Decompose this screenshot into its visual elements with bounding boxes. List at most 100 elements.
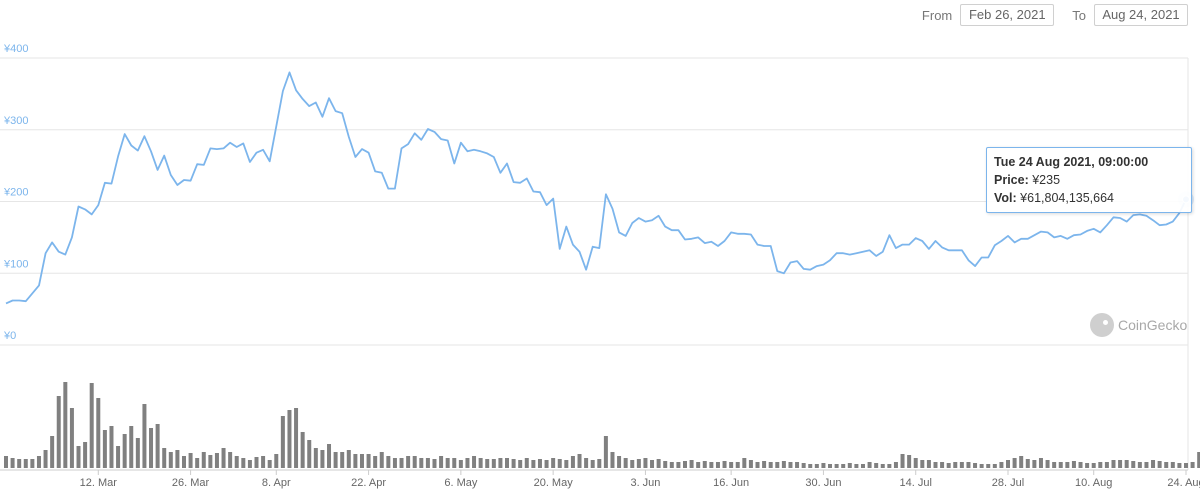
volume-bar [109, 426, 114, 468]
x-tick-label: 26. Mar [172, 477, 210, 489]
x-tick-label: 12. Mar [80, 477, 118, 489]
volume-bar [590, 460, 595, 468]
volume-bar [748, 460, 753, 468]
volume-bar [946, 463, 951, 468]
volume-bar [551, 458, 556, 468]
volume-bar [425, 458, 430, 468]
volume-bar [979, 464, 984, 468]
from-date-input[interactable]: Feb 26, 2021 [960, 4, 1055, 26]
volume-bar [860, 464, 865, 468]
volume-bar [907, 455, 912, 468]
volume-bar [1025, 459, 1030, 468]
x-tick-label: 22. Apr [351, 477, 386, 489]
volume-bar [597, 459, 602, 468]
volume-bar [43, 450, 48, 468]
volume-bar [702, 461, 707, 468]
volume-bar [208, 455, 213, 468]
volume-bar [650, 460, 655, 468]
volume-bar [893, 462, 898, 468]
x-tick-label: 14. Jul [900, 477, 932, 489]
x-tick-label: 10. Aug [1075, 477, 1112, 489]
volume-bar [340, 452, 345, 468]
x-tick-label: 3. Jun [630, 477, 660, 489]
volume-bar [142, 404, 147, 468]
volume-bar [887, 464, 892, 468]
volume-bar [485, 459, 490, 468]
volume-bar [50, 436, 55, 468]
volume-bar [1006, 460, 1011, 468]
volume-bar [162, 448, 167, 468]
volume-bar [280, 416, 285, 468]
x-axis-labels: 12. Mar 26. Mar 8. Apr 22. Apr 6. May 20. May… [80, 470, 1200, 489]
volume-bar [472, 456, 477, 468]
tooltip-vol-value: ¥61,804,135,664 [1020, 191, 1115, 205]
volume-bar [735, 462, 740, 468]
volume-bar [940, 462, 945, 468]
volume-bar [795, 462, 800, 468]
volume-bar [1190, 462, 1195, 468]
grid-lines [0, 57, 1189, 471]
volume-bar [201, 452, 206, 468]
volume-bar [933, 462, 938, 468]
y-tick-label: ¥400 [3, 43, 28, 55]
price-line [5, 71, 1187, 305]
tooltip-price-value: ¥235 [1032, 173, 1061, 187]
volume-bar [570, 456, 575, 468]
volume-bar [544, 460, 549, 468]
volume-bar [801, 463, 806, 468]
volume-bar [775, 462, 780, 468]
volume-bar [755, 462, 760, 468]
volume-bar [1197, 452, 1200, 468]
x-tick-label: 16. Jun [713, 477, 749, 489]
volume-bar [116, 446, 121, 468]
volume-bar [913, 458, 918, 468]
volume-bar [333, 452, 338, 468]
volume-bar [149, 428, 154, 468]
volume-bar [729, 462, 734, 468]
coingecko-watermark: CoinGecko [1090, 313, 1187, 337]
volume-bar [1052, 462, 1057, 468]
y-tick-label: ¥300 [3, 115, 28, 127]
volume-bar [247, 460, 252, 468]
volume-bar [478, 458, 483, 468]
x-tick-label: 24. Aug [1167, 477, 1200, 489]
volume-bar [181, 456, 186, 468]
volume-bar [557, 459, 562, 468]
volume-bar [1118, 460, 1123, 468]
volume-bar [1124, 460, 1129, 468]
volume-bar [926, 460, 931, 468]
volume-bar [577, 454, 582, 468]
volume-bar [83, 442, 88, 468]
volume-bar [155, 424, 160, 468]
y-tick-label: ¥0 [3, 330, 16, 342]
volume-bar [788, 462, 793, 468]
volume-bar [814, 464, 819, 468]
volume-bar [505, 458, 510, 468]
gecko-logo-icon [1090, 313, 1114, 337]
x-tick-label: 20. May [534, 477, 574, 489]
volume-bar [214, 453, 219, 468]
volume-bar [1144, 462, 1149, 468]
volume-bar [1177, 463, 1182, 468]
volume-bar [973, 463, 978, 468]
volume-bar [854, 464, 859, 468]
volume-bar [874, 463, 879, 468]
volume-bar [89, 383, 94, 468]
volume-bar [623, 458, 628, 468]
volume-bar [986, 464, 991, 468]
to-date-input[interactable]: Aug 24, 2021 [1094, 4, 1188, 26]
volume-bar [56, 396, 61, 468]
volume-bar [1038, 458, 1043, 468]
volume-bar [228, 452, 233, 468]
volume-bar [584, 458, 589, 468]
y-tick-label: ¥100 [3, 258, 28, 270]
volume-bar [696, 462, 701, 468]
volume-bar [682, 461, 687, 468]
volume-bar [610, 452, 615, 468]
volume-bar [267, 460, 272, 468]
volume-bar [1032, 460, 1037, 468]
volume-bar [603, 436, 608, 468]
volume-bar [992, 464, 997, 468]
volume-bar [1170, 462, 1175, 468]
volume-bar [722, 461, 727, 468]
